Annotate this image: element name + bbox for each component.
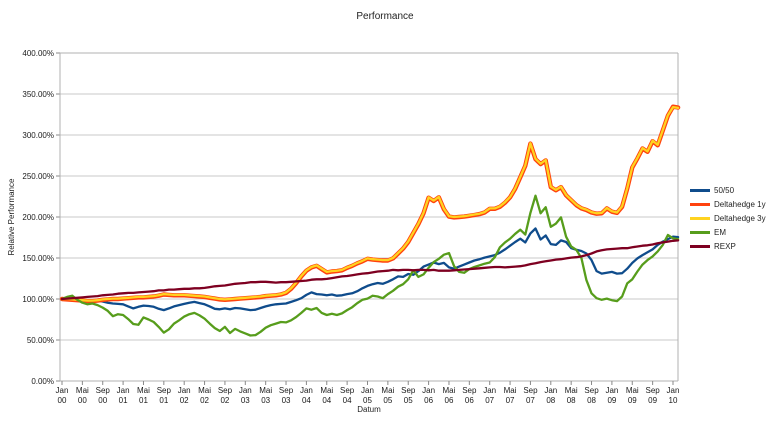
x-tick-label-year: 04 bbox=[322, 396, 331, 405]
x-tick-label-month: Mai bbox=[504, 386, 517, 395]
x-tick-label-month: Mai bbox=[137, 386, 150, 395]
x-tick-label-month: Mai bbox=[381, 386, 394, 395]
x-tick-label-year: 07 bbox=[506, 396, 515, 405]
x-tick-label-month: Jan bbox=[361, 386, 374, 395]
x-tick-label-month: Mai bbox=[443, 386, 456, 395]
x-tick-label-year: 00 bbox=[98, 396, 107, 405]
y-tick-label: 100.00% bbox=[22, 295, 54, 304]
x-tick-label-year: 02 bbox=[220, 396, 229, 405]
x-tick-label-year: 03 bbox=[282, 396, 291, 405]
legend-item-rexp: REXP bbox=[690, 239, 770, 253]
y-tick-label: 350.00% bbox=[22, 90, 54, 99]
x-tick-label-month: Mai bbox=[259, 386, 272, 395]
chart-title: Performance bbox=[356, 11, 414, 22]
x-tick-label-year: 04 bbox=[302, 396, 311, 405]
x-tick-label-year: 10 bbox=[669, 396, 678, 405]
x-tick-label-year: 08 bbox=[587, 396, 596, 405]
y-tick-label: 300.00% bbox=[22, 131, 54, 140]
y-tick-label: 50.00% bbox=[27, 336, 54, 345]
x-tick-label-year: 02 bbox=[200, 396, 209, 405]
y-tick-label: 400.00% bbox=[22, 49, 54, 58]
x-tick-label-year: 09 bbox=[648, 396, 657, 405]
legend-label: 50/50 bbox=[714, 185, 735, 195]
x-tick-label-month: Mai bbox=[565, 386, 578, 395]
legend-swatch-icon bbox=[690, 202, 710, 206]
x-tick-label-month: Jan bbox=[56, 386, 69, 395]
x-tick-label-year: 01 bbox=[159, 396, 168, 405]
x-tick-label-month: Jan bbox=[544, 386, 557, 395]
legend-swatch-icon bbox=[690, 188, 710, 192]
x-tick-label-month: Sep bbox=[584, 386, 599, 395]
x-tick-label-year: 08 bbox=[546, 396, 555, 405]
x-tick-label-month: Jan bbox=[178, 386, 191, 395]
x-tick-label-year: 08 bbox=[567, 396, 576, 405]
legend-swatch-icon bbox=[690, 230, 710, 234]
x-tick-label-year: 07 bbox=[526, 396, 535, 405]
x-tick-label-month: Jan bbox=[117, 386, 130, 395]
x-tick-label-month: Sep bbox=[218, 386, 233, 395]
legend-label: REXP bbox=[714, 241, 736, 251]
x-tick-label-year: 09 bbox=[607, 396, 616, 405]
x-tick-label-month: Sep bbox=[401, 386, 416, 395]
series-line-rexp bbox=[60, 239, 680, 301]
x-tick-label-year: 06 bbox=[424, 396, 433, 405]
y-tick-label: 0.00% bbox=[31, 377, 54, 386]
x-tick-label-month: Sep bbox=[279, 386, 294, 395]
x-tick-label-month: Sep bbox=[96, 386, 111, 395]
x-tick-label-year: 05 bbox=[383, 396, 392, 405]
x-tick-label-month: Sep bbox=[157, 386, 172, 395]
x-tick-label-year: 06 bbox=[445, 396, 454, 405]
y-tick-label: 150.00% bbox=[22, 254, 54, 263]
x-tick-label-year: 09 bbox=[628, 396, 637, 405]
x-tick-label-month: Mai bbox=[626, 386, 639, 395]
y-tick-label: 200.00% bbox=[22, 213, 54, 222]
x-tick-label-year: 03 bbox=[241, 396, 250, 405]
x-tick-label-year: 05 bbox=[363, 396, 372, 405]
x-tick-label-month: Jan bbox=[605, 386, 618, 395]
legend-item-deltahedge-1y: Deltahedge 1y bbox=[690, 197, 770, 211]
legend-label: Deltahedge 3y bbox=[714, 213, 766, 223]
legend-swatch-icon bbox=[690, 244, 710, 248]
x-tick-label-year: 00 bbox=[58, 396, 67, 405]
x-tick-label-year: 06 bbox=[465, 396, 474, 405]
x-tick-label-month: Sep bbox=[462, 386, 477, 395]
legend: 50/50 Deltahedge 1y Deltahedge 3y EM REXP bbox=[690, 183, 770, 253]
x-tick-label-month: Jan bbox=[667, 386, 680, 395]
legend-label: Deltahedge 1y bbox=[714, 199, 766, 209]
legend-swatch-icon bbox=[690, 216, 710, 220]
x-tick-label-month: Sep bbox=[340, 386, 355, 395]
x-tick-label-month: Jan bbox=[422, 386, 435, 395]
x-tick-label-month: Mai bbox=[198, 386, 211, 395]
x-tick-label-month: Jan bbox=[483, 386, 496, 395]
x-tick-label-year: 07 bbox=[485, 396, 494, 405]
x-tick-label-year: 02 bbox=[180, 396, 189, 405]
legend-item-deltahedge-3y: Deltahedge 3y bbox=[690, 211, 770, 225]
series-line-deltahedge-3y bbox=[60, 105, 680, 302]
legend-item-50-50: 50/50 bbox=[690, 183, 770, 197]
x-tick-label-month: Mai bbox=[76, 386, 89, 395]
x-tick-label-year: 01 bbox=[119, 396, 128, 405]
x-tick-label-month: Jan bbox=[300, 386, 313, 395]
x-tick-label-year: 01 bbox=[139, 396, 148, 405]
legend-label: EM bbox=[714, 227, 726, 237]
x-tick-label-year: 04 bbox=[343, 396, 352, 405]
x-tick-label-month: Sep bbox=[646, 386, 661, 395]
x-tick-label-month: Sep bbox=[523, 386, 538, 395]
y-tick-label: 250.00% bbox=[22, 172, 54, 181]
x-tick-label-year: 00 bbox=[78, 396, 87, 405]
x-tick-label-year: 05 bbox=[404, 396, 413, 405]
x-tick-label-month: Mai bbox=[320, 386, 333, 395]
legend-item-em: EM bbox=[690, 225, 770, 239]
x-axis-title: Datum bbox=[357, 405, 381, 414]
series-line-em bbox=[60, 194, 680, 337]
x-tick-label-month: Jan bbox=[239, 386, 252, 395]
x-tick-label-year: 03 bbox=[261, 396, 270, 405]
